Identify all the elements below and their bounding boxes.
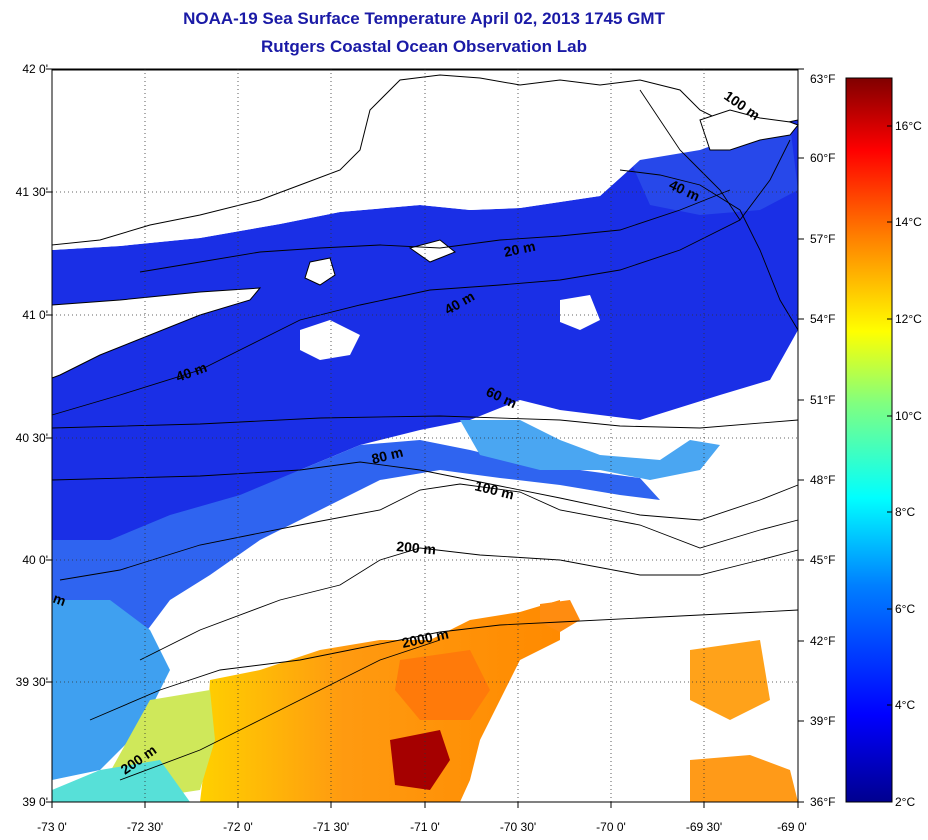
lon-label: -73 0': [37, 820, 67, 834]
lon-label: -69 30': [685, 820, 723, 834]
map-title: NOAA-19 Sea Surface Temperature April 02…: [183, 9, 665, 28]
lat-label: 40 0': [22, 553, 48, 567]
cold-water-region: [52, 120, 798, 545]
fahrenheit-label: 42°F: [810, 634, 836, 648]
axis-ticks: [46, 68, 804, 808]
lon-label: -72 0': [223, 820, 253, 834]
fahrenheit-label: 57°F: [810, 232, 836, 246]
fahrenheit-label: 63°F: [810, 72, 836, 86]
celsius-label: 4°C: [895, 698, 916, 712]
map-subtitle: Rutgers Coastal Ocean Observation Lab: [261, 37, 587, 56]
fahrenheit-label: 45°F: [810, 553, 836, 567]
fahrenheit-label: 48°F: [810, 473, 836, 487]
warm-water-region: [200, 600, 560, 802]
celsius-label: 14°C: [895, 215, 922, 229]
celsius-label: 10°C: [895, 409, 922, 423]
lon-label: -72 30': [126, 820, 164, 834]
contour-label: 80 m: [370, 444, 405, 467]
fahrenheit-label: 51°F: [810, 393, 836, 407]
bathymetry-contours: [51, 89, 799, 781]
celsius-label: 2°C: [895, 795, 916, 809]
lat-label: 41 30': [15, 185, 48, 199]
lon-label: -71 30': [312, 820, 350, 834]
colorbar-ticks: [887, 125, 892, 803]
mid-water-region: [52, 600, 170, 780]
lat-label: 39 30': [15, 675, 48, 689]
celsius-label: 12°C: [895, 312, 922, 326]
celsius-label: 16°C: [895, 119, 922, 133]
lon-label: -70 0': [596, 820, 626, 834]
contour-label: m: [51, 590, 68, 609]
lat-label: 42 0': [22, 62, 48, 76]
contour-label: 100 m: [473, 477, 515, 502]
fahrenheit-label: 54°F: [810, 312, 836, 326]
lat-label: 41 0': [22, 308, 48, 322]
fahrenheit-label: 39°F: [810, 714, 836, 728]
lon-label: -70 30': [499, 820, 537, 834]
lon-label: -69 0': [777, 820, 807, 834]
fahrenheit-label: 36°F: [810, 795, 836, 809]
celsius-label: 6°C: [895, 602, 916, 616]
graticule: [52, 69, 798, 802]
fahrenheit-label: 60°F: [810, 151, 836, 165]
lon-label: -71 0': [410, 820, 440, 834]
celsius-label: 8°C: [895, 505, 916, 519]
lat-label: 39 0': [22, 795, 48, 809]
lat-label: 40 30': [15, 431, 48, 445]
colorbar: [845, 77, 893, 803]
contour-label: 20 m: [502, 238, 537, 260]
contour-label: 200 m: [396, 538, 437, 557]
